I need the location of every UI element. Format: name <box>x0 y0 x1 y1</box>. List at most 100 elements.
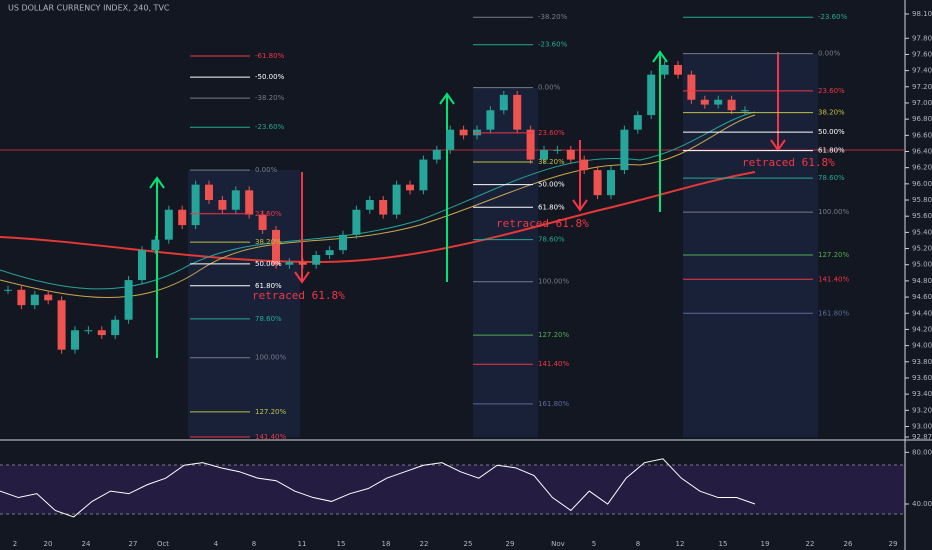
x-tick-label: 25 <box>464 540 473 548</box>
y-tick-label: 97.80 <box>912 34 932 42</box>
candle <box>660 64 669 75</box>
x-tick-label: 2 <box>13 540 17 548</box>
candle <box>419 159 428 191</box>
fib-label: -23.60% <box>538 41 568 49</box>
candle <box>245 190 254 215</box>
y-tick-label: 97.00 <box>912 99 932 107</box>
candle <box>138 250 146 281</box>
chart-title: US DOLLAR CURRENCY INDEX, 240, TVC <box>8 4 170 13</box>
up-arrow <box>652 50 668 212</box>
candle <box>446 129 455 150</box>
down-arrow <box>572 140 588 212</box>
candle <box>513 94 522 130</box>
candle <box>151 239 160 251</box>
fib-label: 61.80% <box>538 203 565 211</box>
moving-average <box>0 114 756 298</box>
x-tick-label: 18 <box>382 540 391 548</box>
y-tick-label: 94.80 <box>912 277 932 285</box>
fib-label: 78.60% <box>818 174 845 182</box>
candle <box>352 209 361 235</box>
fib-label: 78.60% <box>538 236 565 244</box>
x-tick-label: 8 <box>252 540 256 548</box>
fib-label: 23.60% <box>538 129 565 137</box>
rsi-line <box>0 458 756 518</box>
x-tick-label: 29 <box>889 540 898 548</box>
candle <box>298 262 307 265</box>
candle <box>687 74 696 100</box>
y-tick-label: 94.00 <box>912 342 932 350</box>
candle <box>727 99 736 111</box>
y-tick-label: 96.80 <box>912 115 932 123</box>
y-tick-label: 93.40 <box>912 390 932 398</box>
y-tick-label: 95.20 <box>912 245 932 253</box>
candle <box>700 99 709 105</box>
candle <box>17 289 26 306</box>
x-tick-label: 4 <box>214 540 219 548</box>
y-tick-label: 97.40 <box>912 67 932 75</box>
x-tick-label: 15 <box>719 540 728 548</box>
fib-box <box>683 54 818 437</box>
fib-label: 161.80% <box>818 309 849 317</box>
candle <box>272 229 280 265</box>
candle <box>432 149 441 160</box>
candle <box>339 234 347 251</box>
candle <box>178 209 187 226</box>
x-tick-label: 20 <box>44 540 53 548</box>
fib-label: 100.00% <box>255 354 286 362</box>
fib-box <box>188 170 300 437</box>
candle <box>231 190 240 210</box>
candle <box>566 149 575 160</box>
candle <box>164 209 173 240</box>
up-arrow <box>149 176 165 358</box>
x-tick-label: 26 <box>844 540 853 548</box>
candle <box>44 294 53 301</box>
candle <box>674 64 682 75</box>
x-tick-label: 24 <box>82 540 91 548</box>
candle <box>30 294 39 306</box>
fib-label: 61.80% <box>255 282 282 290</box>
fib-label: -50.00% <box>255 73 285 81</box>
fib-label: 127.20% <box>255 408 286 416</box>
fib-label: 23.60% <box>255 210 282 218</box>
candle <box>526 129 535 160</box>
candle <box>406 184 414 191</box>
y-tick-label: 95.00 <box>912 261 932 269</box>
x-tick-label: 19 <box>761 540 770 548</box>
candle <box>486 110 495 130</box>
fib-label: 0.00% <box>538 84 561 92</box>
rsi-tick-label: 40.00 <box>912 500 932 508</box>
candle <box>124 280 133 320</box>
x-tick-label: 22 <box>806 540 815 548</box>
y-tick-label: 97.60 <box>912 50 932 58</box>
candle <box>218 200 227 210</box>
candle <box>580 159 589 171</box>
x-tick-label: 11 <box>298 540 307 548</box>
candle <box>4 289 12 291</box>
y-tick-label: 93.60 <box>912 374 932 382</box>
candle <box>258 214 267 230</box>
fib-label: 141.40% <box>255 433 286 441</box>
y-tick-label: 94.60 <box>912 293 932 301</box>
candle <box>633 115 642 130</box>
x-tick-label: 27 <box>129 540 138 548</box>
candle <box>365 200 374 210</box>
fib-label: 50.00% <box>255 260 282 268</box>
candle <box>205 184 213 201</box>
x-tick-label: 5 <box>592 540 596 548</box>
candle <box>285 262 294 265</box>
fib-label: -23.60% <box>818 13 848 21</box>
y-tick-label: 96.00 <box>912 180 932 188</box>
y-tick-label: 96.20 <box>912 164 932 172</box>
fib-label: 61.80% <box>818 147 845 155</box>
y-tick-label: 98.10 <box>912 10 932 18</box>
annotation: retraced 61.8% <box>742 156 835 169</box>
y-tick-label: 94.20 <box>912 325 932 333</box>
fib-label: 0.00% <box>818 50 841 58</box>
candle <box>620 129 629 171</box>
candle <box>97 330 106 336</box>
fib-label: 127.20% <box>538 331 569 339</box>
candle <box>191 184 200 226</box>
candle <box>647 74 656 116</box>
fib-label: 38.20% <box>818 109 845 117</box>
